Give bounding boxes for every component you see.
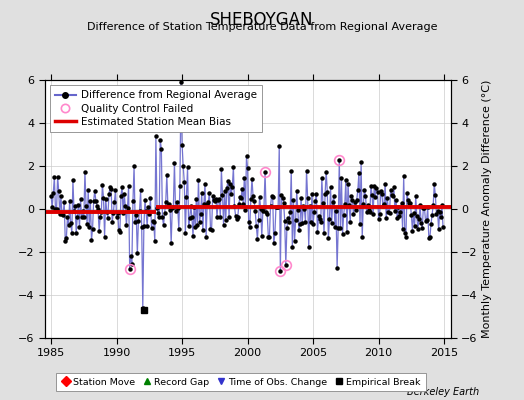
Legend: Station Move, Record Gap, Time of Obs. Change, Empirical Break: Station Move, Record Gap, Time of Obs. C… [57,373,425,391]
Text: Difference of Station Temperature Data from Regional Average: Difference of Station Temperature Data f… [87,22,437,32]
Text: SHEBOYGAN: SHEBOYGAN [210,11,314,29]
Text: Berkeley Earth: Berkeley Earth [407,387,479,397]
Y-axis label: Monthly Temperature Anomaly Difference (°C): Monthly Temperature Anomaly Difference (… [482,80,492,338]
Legend: Difference from Regional Average, Quality Control Failed, Estimated Station Mean: Difference from Regional Average, Qualit… [50,85,262,132]
